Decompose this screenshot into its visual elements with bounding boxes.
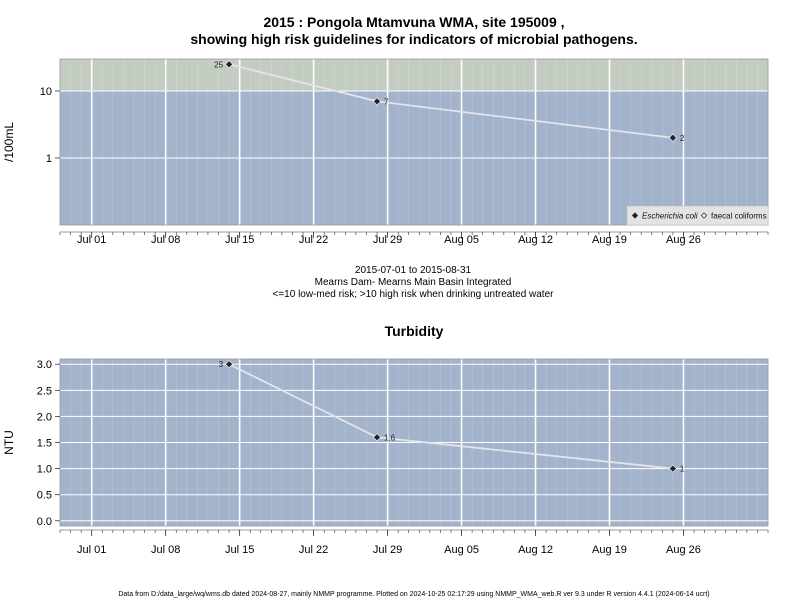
x-tick-label: Aug 05: [444, 544, 479, 556]
x-tick-label: Jul 22: [299, 544, 328, 556]
data-point: [372, 97, 382, 106]
y-tick-label: 1.5: [37, 438, 52, 450]
guideline-caption: <=10 low-med risk; >10 high risk when dr…: [273, 289, 555, 300]
x-tick-label: Jul 08: [151, 234, 180, 246]
x-tick-label: Jul 01: [77, 234, 106, 246]
data-point: [668, 133, 677, 142]
x-tick-label: Jul 15: [225, 234, 254, 246]
chart-title-line1: 2015 : Pongola Mtamvuna WMA, site 195009…: [263, 14, 564, 30]
legend-marker-faecal-coliforms: [700, 212, 708, 219]
legend-label-escherichia-coli: Escherichia coli: [642, 212, 698, 221]
date-range-caption: 2015-07-01 to 2015-08-31: [355, 265, 472, 276]
y-axis-label: /100mL: [2, 122, 16, 162]
y-tick-label: 1: [46, 153, 52, 165]
y-tick-label: 0.0: [37, 516, 52, 528]
turbidity-title: Turbidity: [385, 323, 444, 339]
x-tick-label: Jul 29: [373, 544, 402, 556]
data-label: 3: [219, 360, 224, 369]
turbidity-panel: 0.0 0.5 1.0 1.5 2.0 2.5 3.0 Jul 01 Jul 08 Jul 15 J…: [2, 358, 769, 556]
legend-label-faecal-coliforms: faecal coliforms: [711, 212, 767, 221]
data-label: 7: [384, 97, 389, 106]
x-tick-label: Jul 08: [151, 544, 180, 556]
data-label: 25: [214, 60, 223, 69]
data-point: [372, 433, 382, 442]
data-point: [225, 360, 234, 369]
x-tick-label: Aug 26: [666, 544, 701, 556]
legend-marker-escherichia-coli: [631, 212, 639, 219]
data-point: [668, 464, 677, 473]
y-tick-label: 10: [40, 86, 52, 98]
data-label: 1.6: [384, 433, 396, 442]
x-tick-label: Jul 29: [373, 234, 402, 246]
data-label: 1: [680, 465, 685, 474]
y-axis-label: NTU: [2, 430, 16, 455]
x-tick-label: Aug 05: [444, 234, 479, 246]
legend-box: [626, 205, 769, 226]
x-tick-label: Jul 15: [225, 544, 254, 556]
site-name-caption: Mearns Dam- Mearns Main Basin Integrated: [315, 277, 512, 288]
x-tick-label: Aug 12: [518, 234, 553, 246]
footer-note: Data from D:/data_large/wq/wms.db dated …: [118, 591, 709, 598]
chart-title-line2: showing high risk guidelines for indicat…: [190, 31, 637, 47]
x-tick-label: Aug 19: [592, 544, 627, 556]
y-tick-label: 3.0: [37, 359, 52, 371]
microbial-panel: 1 10 Jul 01 Jul 08 Jul 15 Jul 22 Jul 29 Aug 05 A…: [2, 58, 769, 246]
plot-frame: [59, 58, 769, 226]
x-tick-label: Aug 26: [666, 234, 701, 246]
y-tick-label: 2.0: [37, 411, 52, 423]
x-tick-label: Aug 12: [518, 544, 553, 556]
y-tick-label: 1.0: [37, 464, 52, 476]
data-point: [225, 60, 234, 69]
y-tick-label: 2.5: [37, 385, 52, 397]
x-tick-label: Jul 01: [77, 544, 106, 556]
x-tick-label: Aug 19: [592, 234, 627, 246]
x-tick-label: Jul 22: [299, 234, 328, 246]
data-label: 2: [680, 134, 685, 143]
y-tick-label: 0.5: [37, 490, 52, 502]
high-risk-band: [60, 59, 768, 91]
